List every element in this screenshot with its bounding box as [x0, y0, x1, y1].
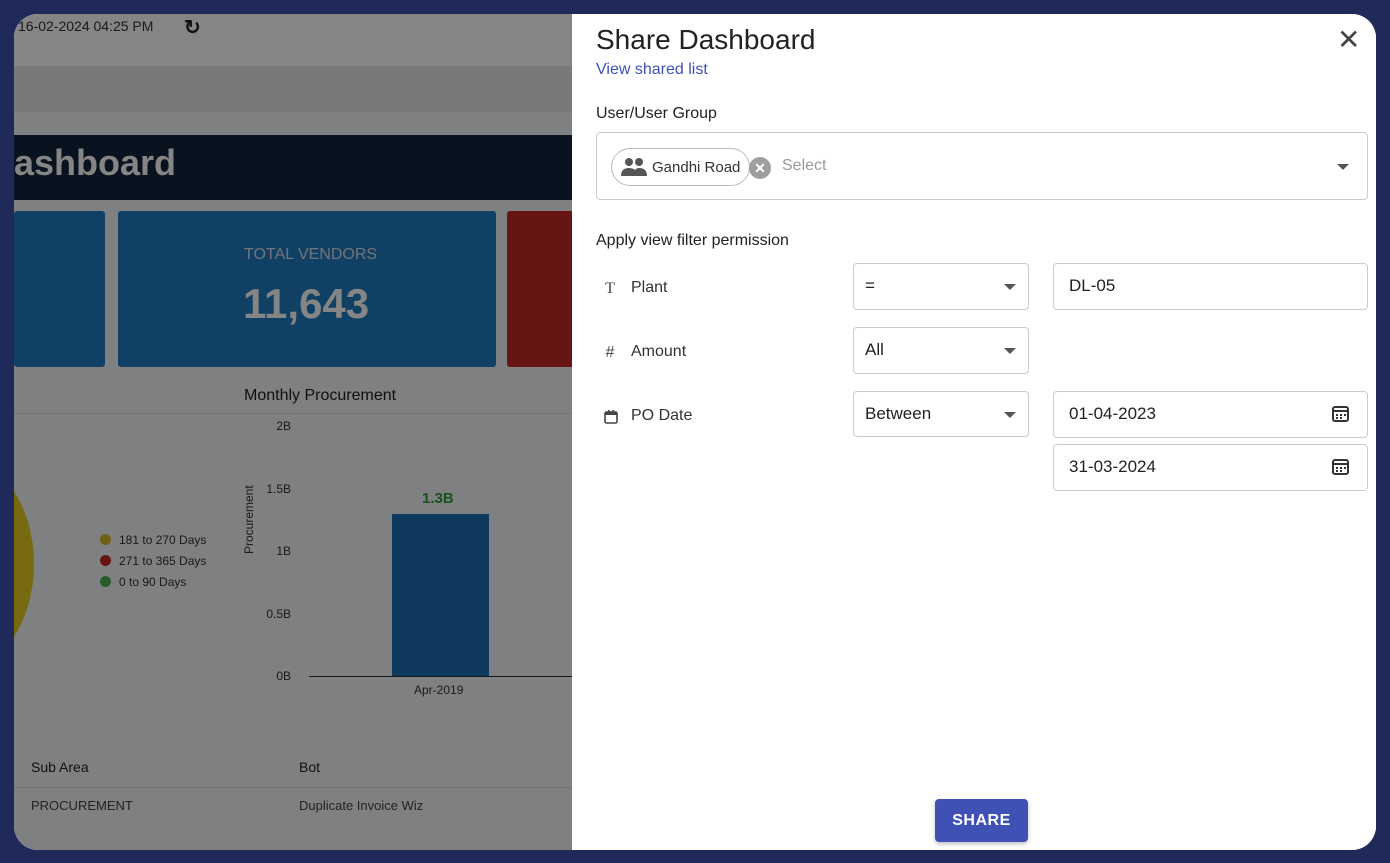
- number-type-icon: #: [605, 344, 615, 361]
- close-icon[interactable]: ✕: [1337, 24, 1361, 55]
- dashboard-title: ashboard: [14, 142, 177, 183]
- remove-chip-icon[interactable]: ✕: [749, 157, 771, 179]
- table-header-bot: Bot: [299, 759, 321, 775]
- dashboard-title-bar: [14, 135, 574, 200]
- chip-label: Gandhi Road: [652, 159, 741, 176]
- filter-label-plant: Plant: [631, 279, 668, 296]
- plant-value-input[interactable]: DL-05: [1053, 263, 1368, 310]
- po-date-operator-select[interactable]: Between: [853, 391, 1029, 437]
- toolbar-band: [14, 66, 574, 112]
- operator-value: All: [865, 340, 884, 359]
- po-date-from-input[interactable]: 01-04-2023: [1053, 391, 1368, 438]
- share-button[interactable]: SHARE: [935, 799, 1028, 842]
- kpi-card-total-vendors: [118, 211, 496, 367]
- calendar-icon[interactable]: [1332, 406, 1349, 422]
- kpi-value: 11,643: [243, 280, 370, 327]
- chevron-down-icon: [1004, 348, 1016, 354]
- text-type-icon: T: [605, 280, 615, 297]
- table-cell: PROCUREMENT: [31, 798, 133, 813]
- kpi-card: [14, 211, 105, 367]
- y-tick-label: 1.5B: [266, 481, 291, 496]
- view-shared-list-link[interactable]: View shared list: [596, 61, 708, 78]
- modal-backdrop[interactable]: [14, 14, 574, 850]
- group-icon: [621, 158, 647, 176]
- chevron-down-icon[interactable]: [1337, 164, 1349, 170]
- divider: [14, 413, 574, 414]
- selected-group-chip[interactable]: Gandhi Road ✕: [611, 148, 771, 186]
- select-placeholder: Select: [782, 157, 827, 174]
- user-group-label: User/User Group: [596, 105, 717, 122]
- filter-label-amount: Amount: [631, 343, 687, 360]
- top-bar: [14, 14, 574, 66]
- legend-label: 0 to 90 Days: [119, 575, 187, 589]
- legend-dot: [100, 555, 111, 566]
- legend-dot: [100, 576, 111, 587]
- y-tick-label: 0.5B: [266, 606, 291, 621]
- refresh-icon[interactable]: ↻: [184, 17, 201, 39]
- plant-operator-select[interactable]: =: [853, 263, 1029, 310]
- chevron-down-icon: [1004, 412, 1016, 418]
- chart-title: Monthly Procurement: [244, 387, 397, 404]
- legend-label: 271 to 365 Days: [119, 554, 207, 568]
- operator-value: Between: [865, 404, 932, 423]
- legend-item: 181 to 270 Days: [100, 533, 206, 547]
- kpi-card: [507, 211, 574, 367]
- drawer-title: Share Dashboard: [596, 24, 816, 55]
- input-value: 01-04-2023: [1069, 404, 1156, 423]
- filter-label-po-date: PO Date: [631, 407, 693, 424]
- legend-item: 271 to 365 Days: [100, 554, 206, 568]
- legend-dot: [100, 534, 111, 545]
- y-tick-label: 1B: [276, 544, 291, 558]
- screen: 16-02-2024 04:25 PM ↻ ashboard TOTAL VEN…: [14, 14, 1376, 850]
- last-updated-timestamp: 16-02-2024 04:25 PM: [18, 18, 154, 34]
- background-dashboard: 16-02-2024 04:25 PM ↻ ashboard TOTAL VEN…: [14, 14, 574, 850]
- input-value: 31-03-2024: [1069, 457, 1156, 476]
- legend-label: 181 to 270 Days: [119, 533, 207, 547]
- x-tick-label: Apr-2019: [414, 683, 464, 697]
- kpi-label: TOTAL VENDORS: [244, 246, 378, 263]
- calendar-type-icon: [604, 410, 618, 424]
- chevron-down-icon: [1004, 284, 1016, 290]
- po-date-to-input[interactable]: 31-03-2024: [1053, 444, 1368, 491]
- user-group-select[interactable]: Gandhi Road ✕ Select: [596, 132, 1368, 200]
- legend-item: 0 to 90 Days: [100, 575, 186, 589]
- filter-heading: Apply view filter permission: [596, 232, 789, 249]
- table-divider: [14, 787, 574, 788]
- x-axis-line: [309, 676, 574, 677]
- y-tick-label: 0B: [276, 669, 291, 683]
- calendar-icon[interactable]: [1332, 459, 1349, 475]
- amount-operator-select[interactable]: All: [853, 327, 1029, 374]
- table-header-sub-area: Sub Area: [31, 759, 89, 775]
- operator-value: =: [865, 276, 875, 295]
- share-dashboard-drawer: Share Dashboard ✕ View shared list User/…: [572, 14, 1376, 850]
- input-value: DL-05: [1069, 276, 1116, 295]
- bar[interactable]: [392, 513, 489, 676]
- bar-data-label: 1.3B: [422, 489, 454, 507]
- table-cell: Duplicate Invoice Wiz: [299, 798, 424, 813]
- y-tick-label: 2B: [276, 419, 291, 433]
